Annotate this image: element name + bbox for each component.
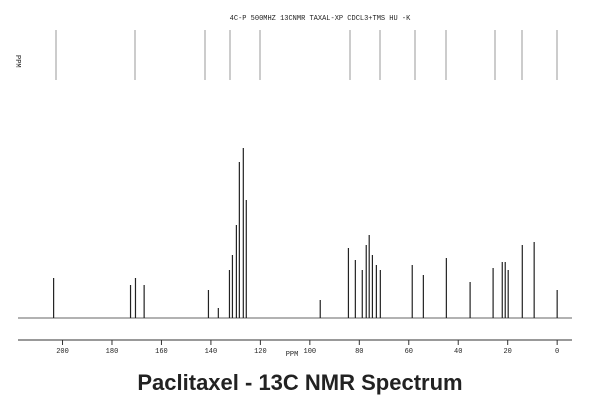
x-tick-label: 20 <box>503 348 511 356</box>
peak-list-decoration <box>55 30 558 80</box>
x-tick-label: 180 <box>106 348 119 356</box>
x-tick-label: 40 <box>454 348 462 356</box>
x-tick-label: 160 <box>155 348 168 356</box>
header: 4C-P 500MHZ 13CNMR TAXAL-XP CDCL3+TMS HU… <box>230 15 411 23</box>
x-tick-label: 140 <box>205 348 218 356</box>
x-axis-label: PPM <box>286 351 299 359</box>
side-label: PPM <box>13 55 21 68</box>
x-tick-label: 0 <box>555 348 559 356</box>
x-tick-label: 80 <box>355 348 363 356</box>
x-tick-label: 60 <box>405 348 413 356</box>
x-tick-label: 100 <box>304 348 317 356</box>
x-tick-label: 200 <box>56 348 69 356</box>
chart-title: Paclitaxel - 13C NMR Spectrum <box>137 370 462 395</box>
x-tick-label: 120 <box>254 348 267 356</box>
